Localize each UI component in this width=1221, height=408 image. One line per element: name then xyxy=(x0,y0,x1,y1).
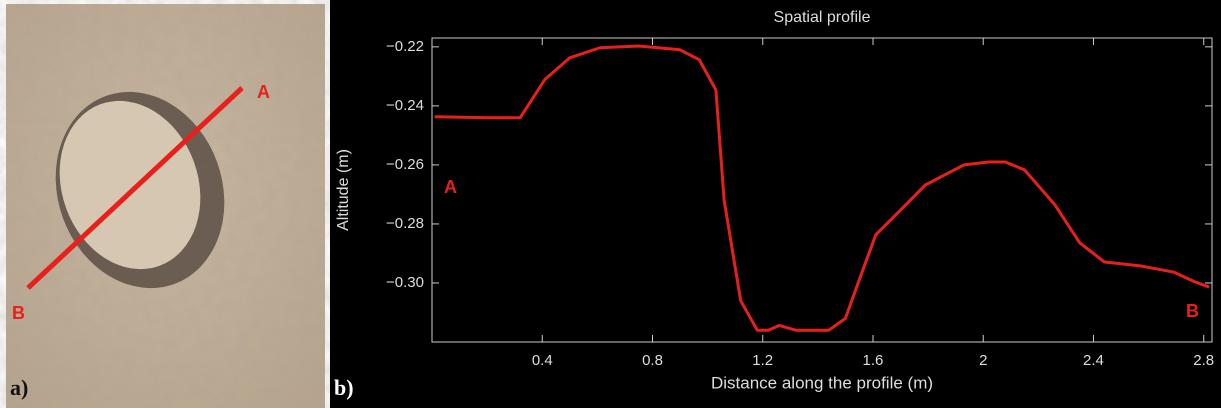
y-tick-label: −0.30 xyxy=(386,274,424,291)
x-tick-label: 2.4 xyxy=(1083,352,1104,369)
y-tick-label: −0.28 xyxy=(386,215,424,232)
photo-label: A xyxy=(257,82,270,102)
x-axis-label: Distance along the profile (m) xyxy=(711,373,933,392)
photo xyxy=(6,4,325,408)
x-tick-label: 0.8 xyxy=(642,352,663,369)
y-tick-label: −0.24 xyxy=(386,97,424,114)
photo-label: B xyxy=(12,303,25,323)
annotation: B xyxy=(1186,301,1199,321)
y-tick-label: −0.22 xyxy=(386,38,424,55)
annotation: A xyxy=(444,177,457,197)
plot-frame xyxy=(431,37,1213,343)
x-tick-label: 0.4 xyxy=(532,352,553,369)
x-tick-label: 1.2 xyxy=(752,352,773,369)
x-tick-label: 2.8 xyxy=(1193,352,1214,369)
panel-label: b) xyxy=(334,375,354,400)
x-tick-label: 1.6 xyxy=(863,352,884,369)
chart-background xyxy=(330,0,1221,408)
x-tick-label: 2 xyxy=(979,352,987,369)
y-axis-label: Altitude (m) xyxy=(335,149,352,231)
chart-title: Spatial profile xyxy=(774,9,871,26)
profile-line xyxy=(434,44,1210,332)
panel-label: a) xyxy=(10,375,28,400)
y-tick-label: −0.26 xyxy=(386,156,424,173)
